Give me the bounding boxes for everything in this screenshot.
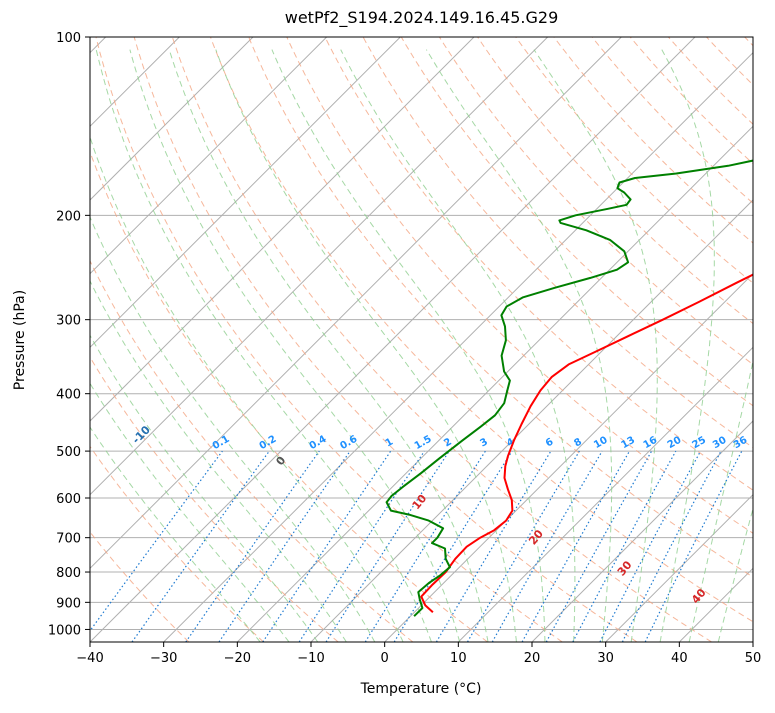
y-tick-label: 300 [56,314,81,329]
isotherm-line [753,37,775,642]
y-axis-label: Pressure (hPa) [12,290,28,390]
dry-adiabat-label: -30 [0,361,1,384]
x-tick-label: −30 [150,651,177,666]
x-tick-label: 10 [450,651,467,666]
x-tick-label: 20 [524,651,541,666]
x-tick-label: −40 [76,651,103,666]
y-tick-label: 600 [56,492,81,507]
x-tick-label: 0 [381,651,389,666]
y-tick-label: 800 [56,566,81,581]
y-tick-label: 100 [56,31,81,46]
x-tick-label: 40 [671,651,688,666]
x-tick-label: 30 [597,651,614,666]
x-axis-label: Temperature (°C) [360,681,482,697]
y-tick-label: 1000 [48,623,81,638]
y-tick-label: 200 [56,209,81,224]
y-tick-label: 700 [56,532,81,547]
y-tick-label: 900 [56,596,81,611]
y-tick-label: 400 [56,388,81,403]
y-tick-label: 500 [56,445,81,460]
x-tick-label: −10 [297,651,324,666]
chart-title: wetPf2_S194.2024.149.16.45.G29 [90,8,753,27]
x-tick-label: −20 [224,651,251,666]
x-tick-label: 50 [745,651,762,666]
